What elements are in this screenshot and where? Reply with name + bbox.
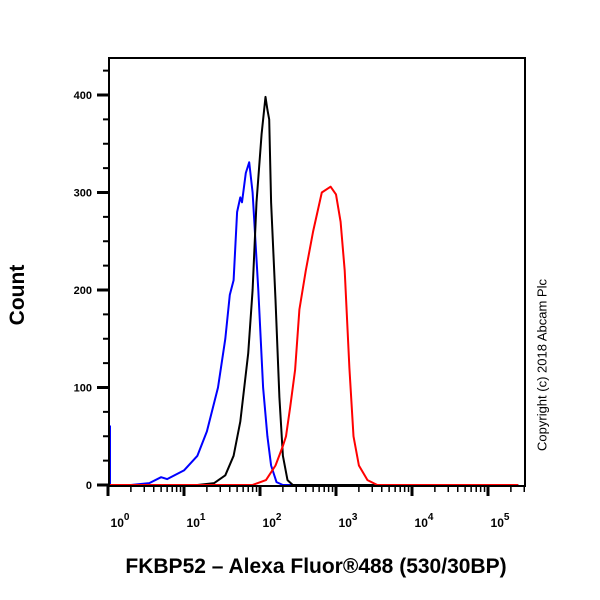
y-tick-label: 100	[74, 383, 92, 395]
x-tick-label: 102	[263, 512, 282, 530]
y-tick-label: 300	[74, 188, 92, 200]
x-axis: 100 101 102 103 104 105	[106, 486, 526, 530]
copyright-notice: Copyright (c) 2018 Abcam Plc	[534, 279, 550, 451]
histogram-red	[110, 185, 519, 486]
y-axis: 0 100 200 300 400	[74, 69, 109, 492]
y-tick-label: 0	[86, 480, 92, 492]
y-tick-label: 200	[74, 285, 92, 297]
x-tick-label: 104	[415, 512, 434, 530]
x-axis-label: FKBP52 – Alexa Fluor®488 (530/30BP)	[125, 555, 507, 578]
histogram-blue	[109, 161, 519, 486]
x-tick-label: 100	[111, 512, 130, 530]
histogram-black	[110, 95, 519, 486]
series-layer	[109, 95, 519, 486]
y-tick-label: 400	[74, 90, 92, 102]
x-tick-label: 103	[339, 512, 358, 530]
plot-frame	[108, 57, 526, 487]
x-tick-label: 105	[491, 512, 510, 530]
y-axis-label: Count	[6, 264, 29, 326]
x-tick-label: 101	[187, 512, 206, 530]
